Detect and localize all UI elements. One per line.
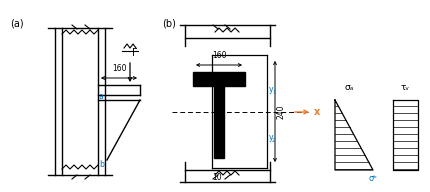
Text: σₐ: σₐ	[344, 83, 353, 92]
Text: τᵥ: τᵥ	[399, 83, 408, 92]
Text: b: b	[99, 160, 104, 169]
Text: 160: 160	[111, 64, 126, 73]
Text: 2: 2	[271, 138, 275, 143]
Text: 240: 240	[276, 104, 286, 119]
Text: (a): (a)	[10, 18, 24, 28]
Text: a: a	[99, 93, 104, 102]
Text: (b): (b)	[162, 18, 175, 28]
Text: y: y	[268, 133, 273, 142]
Text: 1: 1	[271, 90, 275, 95]
Polygon shape	[193, 72, 244, 86]
Text: 160: 160	[211, 51, 226, 60]
Text: F: F	[132, 48, 137, 58]
Text: σᵇ: σᵇ	[368, 174, 377, 183]
Polygon shape	[214, 86, 224, 158]
Text: x: x	[313, 107, 319, 117]
Text: 10: 10	[212, 173, 221, 182]
Text: y: y	[268, 85, 273, 94]
